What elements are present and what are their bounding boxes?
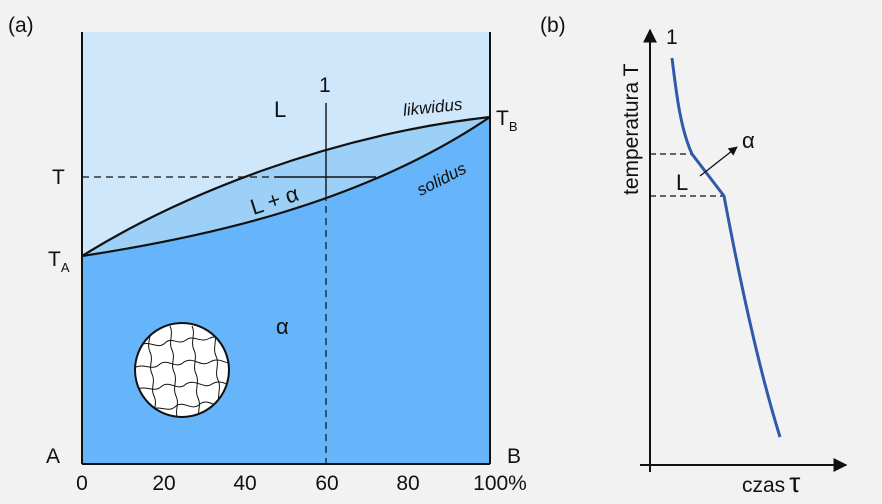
segment-solid-label: α bbox=[742, 128, 755, 153]
panel-b-label: (b) bbox=[540, 14, 566, 37]
panel-b: (b) 1 α L temperatura T czas τ bbox=[540, 14, 848, 498]
region-solid-label: α bbox=[276, 314, 289, 339]
x-tick-80: 80 bbox=[396, 472, 419, 495]
x-tick-0: 0 bbox=[76, 472, 88, 495]
x-tick-100: 100% bbox=[473, 472, 527, 495]
region-liquid-label: L bbox=[274, 97, 286, 122]
two-phase-region bbox=[82, 117, 490, 256]
alloy-line-label: 1 bbox=[319, 74, 331, 97]
x-tick-20: 20 bbox=[152, 472, 175, 495]
x-tick-40: 40 bbox=[233, 472, 256, 495]
corner-label-b: B bbox=[507, 445, 521, 468]
t-b-label: TB bbox=[496, 107, 518, 134]
x-tick-60: 60 bbox=[315, 472, 338, 495]
t-a-label: TA bbox=[48, 248, 70, 275]
t-level-label: T bbox=[52, 166, 65, 189]
x-tick-labels: 0 20 40 60 80 100% bbox=[76, 472, 527, 495]
panel-a-label: (a) bbox=[8, 14, 34, 37]
solidus-line bbox=[81, 116, 491, 258]
cooling-curve bbox=[670, 57, 782, 438]
corner-label-a: A bbox=[46, 445, 60, 468]
liquidus-line bbox=[81, 115, 491, 257]
panel-a: (a) bbox=[8, 14, 527, 495]
y-axis-label: temperatura T bbox=[620, 63, 643, 195]
x-axis-label: czas τ bbox=[742, 467, 800, 498]
microstructure-grains bbox=[134, 322, 230, 418]
segment-liquid-label: L bbox=[676, 170, 688, 195]
alpha-arrow bbox=[699, 146, 738, 177]
curve-label: 1 bbox=[666, 26, 678, 49]
